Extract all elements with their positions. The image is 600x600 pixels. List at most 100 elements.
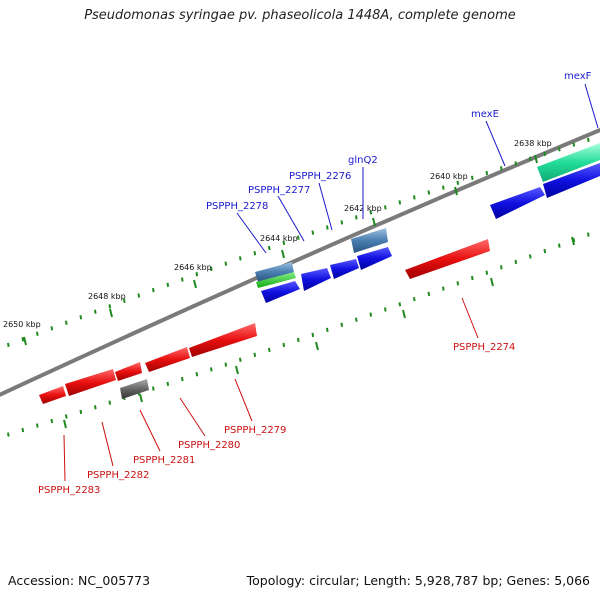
label-PSPPH_2282[interactable]: PSPPH_2282 [87,470,149,481]
minor-tick [152,386,155,391]
tick-mark-2644 [281,249,285,259]
tick-mark-2650 [23,336,27,346]
minor-tick [311,332,315,338]
gene-glnQ2[interactable] [351,228,388,253]
label-PSPPH_2274[interactable]: PSPPH_2274 [453,342,515,353]
gene-forward-block[interactable] [330,259,359,279]
label-PSPPH_2278[interactable]: PSPPH_2278 [206,201,268,212]
minor-tick [500,265,503,270]
gene-PSPPH_2280[interactable] [145,347,190,372]
tick-label-2638: 2638 kbp [514,139,552,148]
gene-PSPPH_2276[interactable] [357,247,392,270]
tick-mark-2646 [193,279,197,289]
label-glnQ2[interactable]: glnQ2 [348,155,378,166]
minor-tick [340,220,344,225]
inner-tick [235,365,239,375]
gene-PSPPH_2277[interactable] [301,268,331,291]
minor-tick [587,232,590,237]
minor-tick [442,286,445,291]
minor-tick [253,352,257,357]
label-mexE[interactable]: mexE [471,109,499,120]
leader-PSPPH_2278 [236,212,267,254]
label-PSPPH_2279[interactable]: PSPPH_2279 [224,425,286,436]
minor-tick [355,215,358,220]
gene-PSPPH_2279[interactable] [189,323,257,357]
leader-PSPPH_2283 [63,434,66,482]
minor-tick [311,230,315,235]
minor-tick [166,282,170,287]
minor-tick [398,200,402,205]
map-title: Pseudomonas syringae pv. phaseolicola 14… [84,8,516,23]
minor-tick [108,304,112,309]
minor-tick [471,275,474,281]
label-mexF[interactable]: mexF [564,71,592,82]
gene-mexE[interactable] [490,187,545,219]
minor-tick [384,205,387,210]
minor-tick [181,376,184,382]
minor-tick [297,235,300,240]
inner-tick [63,419,67,429]
minor-tick [224,261,228,266]
minor-tick [210,367,213,372]
leader-PSPPH_2282 [101,421,114,467]
inner-tick [490,277,494,287]
tick-mark-2648 [109,308,113,318]
minor-tick [543,151,547,157]
gene-PSPPH_2281[interactable] [120,379,149,399]
gene-forward-block[interactable] [261,281,300,303]
minor-tick [50,326,54,331]
leader-PSPPH_2280 [179,397,206,437]
tick-label-2640: 2640 kbp [430,172,468,181]
inner-tick [402,309,406,319]
leader-lines [63,83,599,482]
minor-tick [65,414,68,419]
gene-PSPPH_2278[interactable] [255,262,294,282]
gene-PSPPH_2274[interactable] [405,239,490,279]
minor-tick [108,400,112,405]
major-ticks: 2650 kbp 2648 kbp 2646 kbp 2644 kbp 2642… [3,139,552,346]
label-PSPPH_2283[interactable]: PSPPH_2283 [38,485,100,496]
gene-forward-green[interactable] [256,272,296,288]
minor-tick [398,302,402,307]
minor-tick [587,137,590,142]
minor-tick [471,175,474,181]
minor-tick [442,185,445,190]
minor-tick [297,337,300,343]
minor-tick [7,432,10,437]
leader-PSPPH_2281 [139,409,161,452]
genome-backbone [0,127,600,397]
leader-PSPPH_2279 [234,378,253,422]
minor-tick [21,337,25,342]
minor-tick [79,409,83,415]
gene-PSPPH_2282[interactable] [65,369,116,396]
minor-tick [485,270,489,275]
minor-tick [427,291,431,297]
gene-mexF[interactable] [537,143,600,182]
minor-tick [558,243,561,248]
label-PSPPH_2281[interactable]: PSPPH_2281 [133,455,195,466]
tick-mark-2638 [534,154,538,164]
genome-summary-text: Topology: circular; Length: 5,928,787 bp… [246,573,590,588]
minor-tick [500,166,503,171]
inner-tick [315,341,319,351]
minor-tick [65,320,68,325]
reverse-genes [39,239,490,404]
gene-forward-block[interactable] [543,163,600,198]
label-PSPPH_2277[interactable]: PSPPH_2277 [248,185,310,196]
minor-tick [529,254,532,259]
gene-PSPPH_2281-red[interactable] [115,362,142,381]
label-PSPPH_2280[interactable]: PSPPH_2280 [178,440,240,451]
leader-PSPPH_2276 [318,182,333,231]
minor-tick [50,418,54,424]
gene-PSPPH_2283[interactable] [39,386,66,404]
inner-tick [571,236,575,246]
minor-tick [123,298,126,304]
tick-label-2644: 2644 kbp [260,234,298,243]
minor-tick [239,357,242,362]
minor-tick [355,317,358,322]
minor-tick [326,225,329,230]
minor-tick [253,251,257,256]
minor-tick [239,256,242,261]
gene-labels: mexF mexE glnQ2 PSPPH_2276 PSPPH_2277 PS… [38,71,592,496]
label-PSPPH_2276[interactable]: PSPPH_2276 [289,171,351,182]
